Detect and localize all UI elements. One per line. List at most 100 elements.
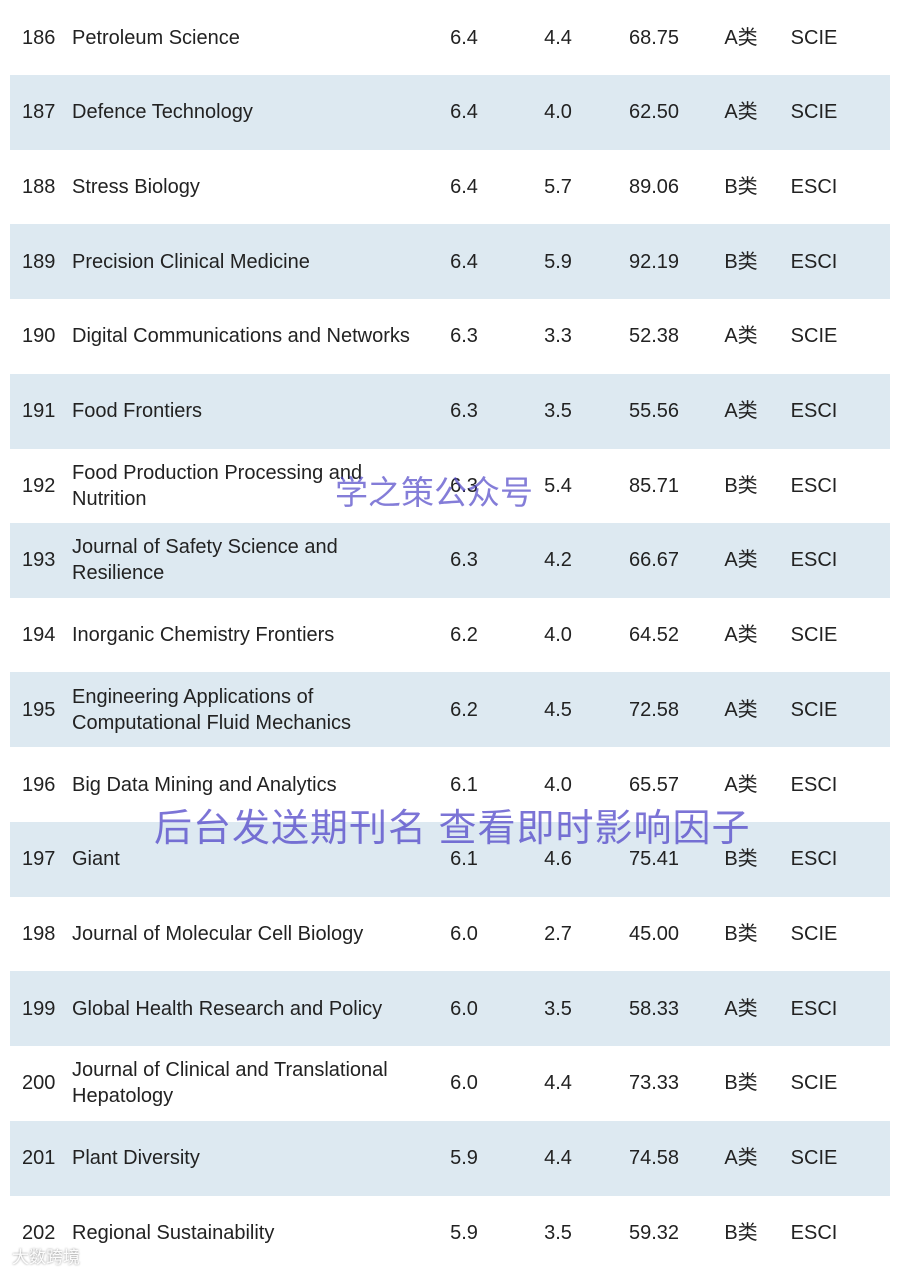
category: A类	[724, 1147, 758, 1169]
category: A类	[724, 400, 758, 422]
journal-name: Regional Sustainability	[72, 1195, 472, 1270]
percentile: 62.50	[628, 101, 680, 124]
category: B类	[724, 848, 758, 871]
table-row: 189 Precision Clinical Medicine 6.4 5.9 92.1…	[10, 224, 890, 300]
category: B类	[724, 922, 758, 945]
table-row: 194 Inorganic Chemistry Frontiers 6.2 4.0 64…	[10, 598, 890, 673]
row-number: 186	[22, 26, 56, 49]
table-row: 197 Giant 6.1 4.6 75.41 B类 ESCI	[10, 821, 890, 897]
impact-factor: 6.1	[450, 848, 478, 871]
impact-factor: 5.9	[450, 1221, 478, 1244]
category: A类	[724, 698, 758, 721]
index: SCIE	[790, 922, 838, 945]
watermark: 大数跨境	[12, 1248, 80, 1267]
percentile: 75.41	[628, 848, 680, 871]
percentile: 45.00	[628, 922, 680, 945]
name-line: Precision Clinical Medicine	[72, 250, 310, 273]
score: 3.5	[544, 1221, 572, 1244]
score: 4.0	[544, 773, 572, 796]
impact-factor: 6.4	[450, 175, 478, 198]
index: ESCI	[790, 997, 838, 1020]
journal-name: Engineering Applications of Computational…	[72, 672, 472, 747]
row-number: 197	[22, 848, 56, 871]
impact-factor: 6.4	[450, 26, 478, 49]
percentile: 55.56	[628, 400, 680, 422]
watermark: 后台发送期刊名 查看即时影响因子	[154, 808, 751, 850]
index: ESCI	[790, 474, 838, 497]
name-line: Computational Fluid Mechanics	[72, 711, 352, 734]
percentile: 66.67	[628, 549, 680, 572]
percentile: 72.58	[628, 698, 680, 721]
category: A类	[724, 624, 758, 647]
category: A类	[724, 997, 758, 1020]
name-line: Journal of Molecular Cell Biology	[72, 922, 364, 945]
row-number: 199	[22, 997, 56, 1020]
journal-name: Petroleum Science	[72, 0, 472, 75]
category: B类	[724, 1072, 758, 1095]
name-line: Nutrition	[72, 487, 147, 510]
category: B类	[724, 175, 758, 198]
score: 4.4	[544, 1072, 572, 1095]
percentile: 59.32	[628, 1221, 680, 1244]
impact-factor: 6.2	[450, 624, 478, 647]
table-row: 192 Food Production Processing and Nutriti…	[10, 448, 890, 523]
row-number: 196	[22, 773, 56, 796]
impact-factor: 5.9	[450, 1147, 478, 1169]
table-row: 188 Stress Biology 6.4 5.7 89.06 B类 ESCI	[10, 149, 890, 224]
score: 5.7	[544, 175, 572, 198]
percentile: 58.33	[628, 997, 680, 1020]
watermark: 学之策公众号	[335, 474, 533, 511]
table-row: 198 Journal of Molecular Cell Biology 6.0 2…	[10, 896, 890, 971]
journal-name: Giant	[72, 822, 472, 897]
journal-name: Stress Biology	[72, 149, 472, 224]
name-line: Global Health Research and Policy	[72, 997, 383, 1020]
row-number: 198	[22, 922, 56, 945]
index: ESCI	[790, 1221, 838, 1244]
score: 4.0	[544, 101, 572, 124]
name-line: Defence Technology	[72, 101, 253, 124]
name-line: Inorganic Chemistry Frontiers	[72, 624, 335, 647]
journal-name: Food Frontiers	[72, 374, 472, 449]
score: 4.0	[544, 624, 572, 647]
table-row: 196 Big Data Mining and Analytics 6.1 4.0 65…	[10, 747, 890, 822]
score: 4.5	[544, 698, 572, 721]
index: SCIE	[790, 1072, 838, 1095]
index: ESCI	[790, 250, 838, 273]
journal-name: Journal of Safety Science and Resilience	[72, 523, 472, 598]
impact-factor: 6.3	[450, 400, 478, 422]
journal-name: Plant Diversity	[72, 1121, 472, 1196]
percentile: 64.52	[628, 624, 680, 647]
row-number: 200	[22, 1072, 56, 1095]
index: ESCI	[790, 400, 838, 422]
percentile: 85.71	[628, 474, 680, 497]
score: 4.4	[544, 1147, 572, 1169]
impact-factor: 6.0	[450, 922, 478, 945]
index: ESCI	[790, 549, 838, 572]
percentile: 89.06	[628, 175, 680, 198]
category: A类	[724, 26, 758, 49]
name-line: Resilience	[72, 562, 165, 585]
name-line: Digital Communications and Networks	[72, 325, 410, 348]
row-number: 192	[22, 474, 56, 497]
journal-name: Inorganic Chemistry Frontiers	[72, 598, 472, 673]
name-line: Hepatology	[72, 1085, 174, 1108]
category: A类	[724, 325, 758, 348]
row-number: 190	[22, 325, 56, 348]
table-row: 193 Journal of Safety Science and Resilien…	[10, 522, 890, 598]
row-number: 194	[22, 624, 56, 647]
table-row: 191 Food Frontiers 6.3 3.5 55.56 A类 ESCI	[10, 373, 890, 449]
impact-factor: 6.2	[450, 698, 478, 721]
table-row: 186 Petroleum Science 6.4 4.4 68.75 A类 SCIE	[10, 0, 890, 75]
score: 4.2	[544, 549, 572, 572]
index: SCIE	[790, 325, 838, 348]
row-number: 193	[22, 549, 56, 572]
journal-name: Journal of Clinical and Translational Hep…	[72, 1046, 472, 1121]
name-line: Regional Sustainability	[72, 1221, 275, 1244]
category: B类	[724, 1221, 758, 1244]
category: A类	[724, 773, 758, 796]
impact-factor: 6.3	[450, 325, 478, 348]
table-row: 199 Global Health Research and Policy 6.0 3…	[10, 971, 890, 1047]
table-row: 190 Digital Communications and Networks 6.…	[10, 299, 890, 374]
